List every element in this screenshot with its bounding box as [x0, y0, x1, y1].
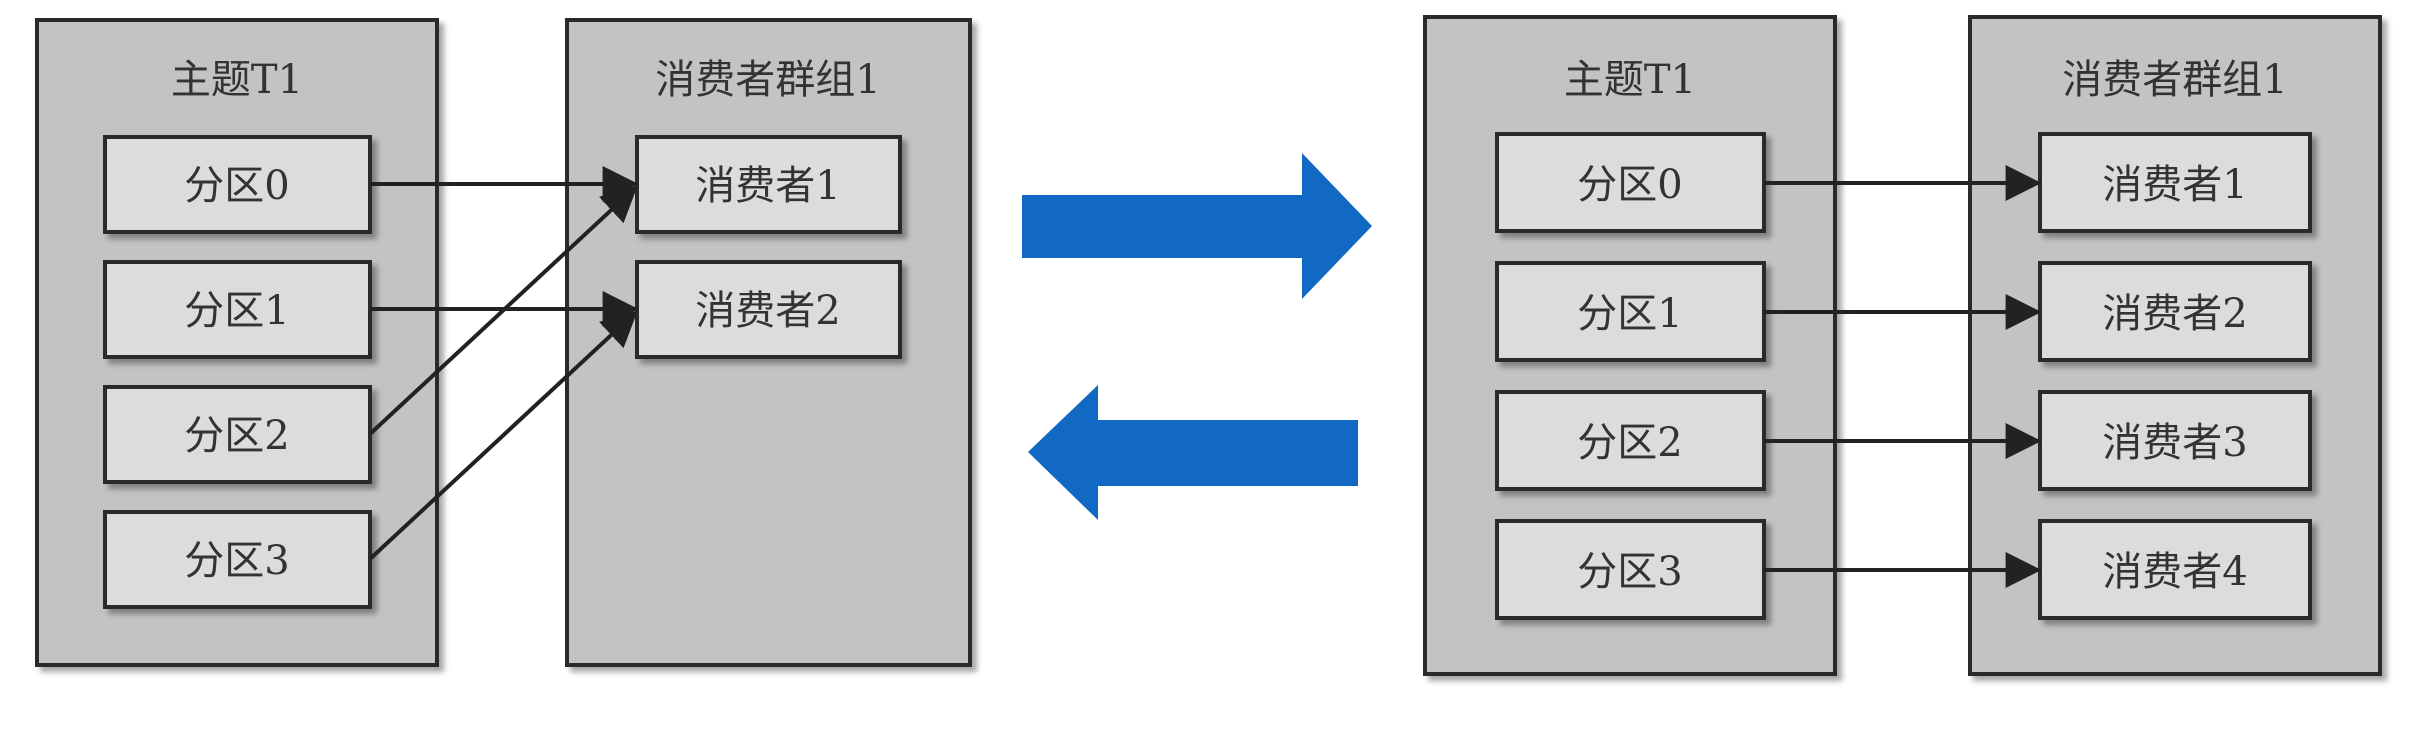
right-consumer-2: 消费者2	[2038, 261, 2312, 362]
left-partition-1-label: 分区1	[184, 288, 289, 334]
right-partition-3-box	[1495, 519, 1766, 620]
right-consumer-1-box	[2038, 132, 2312, 233]
right-consumer-3-box	[2038, 390, 2312, 491]
right-consumer-4: 消费者4	[2038, 519, 2312, 620]
left-consumer-2: 消费者2	[635, 260, 902, 359]
left-edge-partition-2-to-consumer-1	[368, 185, 638, 436]
left-partition-2: 分区2	[103, 385, 372, 484]
right-panel: 主题T1 分区0 分区1 分区2 分区3 消费者群组1 消费者1	[1423, 15, 2382, 676]
left-partition-2-box	[103, 385, 372, 484]
right-partition-1-label: 分区1	[1577, 291, 1682, 337]
left-topic-title: 主题T1	[171, 57, 303, 103]
right-partition-3-label: 分区3	[1577, 549, 1682, 595]
right-partition-1: 分区1	[1495, 261, 1766, 362]
left-edge-partition-3-to-consumer-2	[368, 310, 638, 561]
right-partition-3: 分区3	[1495, 519, 1766, 620]
left-consumer-2-label: 消费者2	[695, 288, 840, 334]
left-partition-3: 分区3	[103, 510, 372, 609]
left-partition-3-box	[103, 510, 372, 609]
scale-out-arrow-icon	[1022, 153, 1372, 299]
right-consumer-4-label: 消费者4	[2102, 549, 2247, 595]
left-panel: 主题T1 分区0 分区1 分区2 分区3 消费者群组1 消费者1	[35, 18, 972, 667]
right-partition-1-box	[1495, 261, 1766, 362]
right-consumer-4-box	[2038, 519, 2312, 620]
right-consumer-1-label: 消费者1	[2102, 162, 2247, 208]
left-consumer-1: 消费者1	[635, 135, 902, 234]
right-partition-0: 分区0	[1495, 132, 1766, 233]
right-consumer-3: 消费者3	[2038, 390, 2312, 491]
left-partition-1-box	[103, 260, 372, 359]
left-consumer-1-label: 消费者1	[695, 163, 840, 209]
left-consumer-2-box	[635, 260, 902, 359]
left-partition-3-label: 分区3	[184, 538, 289, 584]
left-partition-1: 分区1	[103, 260, 372, 359]
right-topic-title: 主题T1	[1564, 57, 1696, 103]
right-consumer-1: 消费者1	[2038, 132, 2312, 233]
left-partition-2-label: 分区2	[184, 413, 289, 459]
right-group-title: 消费者群组1	[2062, 57, 2287, 103]
left-partition-0: 分区0	[103, 135, 372, 234]
right-partition-0-label: 分区0	[1577, 162, 1682, 208]
right-partition-2: 分区2	[1495, 390, 1766, 491]
right-partition-0-box	[1495, 132, 1766, 233]
right-partition-2-label: 分区2	[1577, 420, 1682, 466]
right-consumer-3-label: 消费者3	[2102, 420, 2247, 466]
left-partition-0-label: 分区0	[184, 163, 289, 209]
rebalance-arrows	[1022, 153, 1372, 520]
left-consumer-1-box	[635, 135, 902, 234]
right-consumer-2-label: 消费者2	[2102, 291, 2247, 337]
left-partition-0-box	[103, 135, 372, 234]
left-group-title: 消费者群组1	[655, 57, 880, 103]
scale-in-arrow-icon	[1028, 385, 1358, 520]
